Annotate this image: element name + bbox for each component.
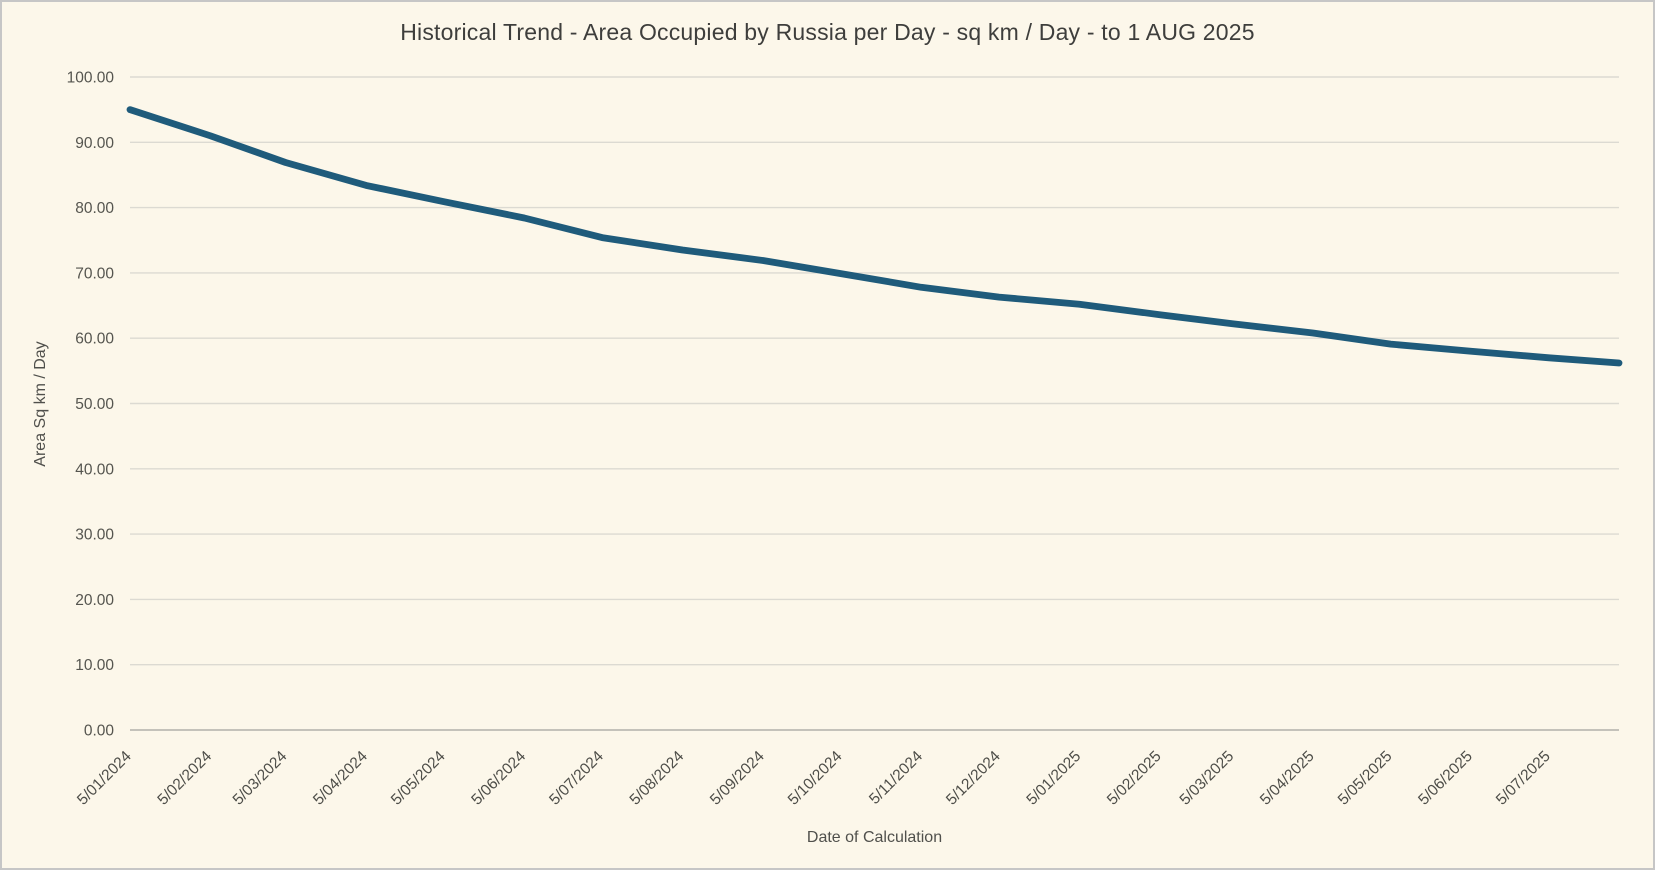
x-tick-label: 5/06/2025 xyxy=(1415,748,1476,809)
x-tick-label: 5/02/2024 xyxy=(154,748,215,809)
y-tick-label: 10.00 xyxy=(75,657,114,674)
x-tick-label: 5/11/2024 xyxy=(866,748,926,808)
x-tick-label: 5/08/2024 xyxy=(627,748,688,809)
y-tick-label: 70.00 xyxy=(75,265,114,282)
data-series-line xyxy=(126,106,1623,367)
y-axis-tick-labels: 0.00 10.00 20.00 30.00 40.00 50.00 60.00 70.00 8… xyxy=(67,70,115,740)
y-tick-label: 50.00 xyxy=(75,396,114,413)
x-tick-label: 5/09/2024 xyxy=(707,748,768,809)
x-tick-label: 5/07/2024 xyxy=(546,748,607,809)
y-tick-label: 80.00 xyxy=(75,200,114,217)
x-tick-label: 5/12/2024 xyxy=(943,748,1004,809)
chart-title: Historical Trend - Area Occupied by Russ… xyxy=(400,19,1255,45)
x-axis-title: Date of Calculation xyxy=(806,829,943,846)
y-tick-label: 100.00 xyxy=(67,70,115,87)
y-tick-label: 90.00 xyxy=(75,135,114,152)
x-tick-label: 5/10/2024 xyxy=(785,748,846,809)
y-tick-label: 0.00 xyxy=(84,723,115,740)
x-tick-label: 5/07/2025 xyxy=(1493,748,1554,809)
x-tick-label: 5/02/2025 xyxy=(1104,748,1165,809)
x-tick-label: 5/01/2025 xyxy=(1023,748,1084,809)
y-tick-label: 60.00 xyxy=(75,331,114,348)
x-tick-label: 5/05/2024 xyxy=(388,748,449,809)
x-axis-tick-labels: 5/01/2024 5/02/2024 5/03/2024 5/04/2024 5/05… xyxy=(74,748,1554,809)
y-tick-label: 20.00 xyxy=(75,592,114,609)
x-tick-label: 5/05/2025 xyxy=(1335,748,1396,809)
y-tick-label: 30.00 xyxy=(75,527,114,544)
x-tick-label: 5/03/2024 xyxy=(230,748,291,809)
gridlines-group xyxy=(130,76,1619,731)
x-tick-label: 5/04/2025 xyxy=(1257,748,1318,809)
x-tick-label: 5/01/2024 xyxy=(74,748,135,809)
x-tick-label: 5/04/2024 xyxy=(310,748,371,809)
x-tick-label: 5/03/2025 xyxy=(1177,748,1238,809)
y-tick-label: 40.00 xyxy=(75,461,114,478)
x-tick-label: 5/06/2024 xyxy=(468,748,529,809)
